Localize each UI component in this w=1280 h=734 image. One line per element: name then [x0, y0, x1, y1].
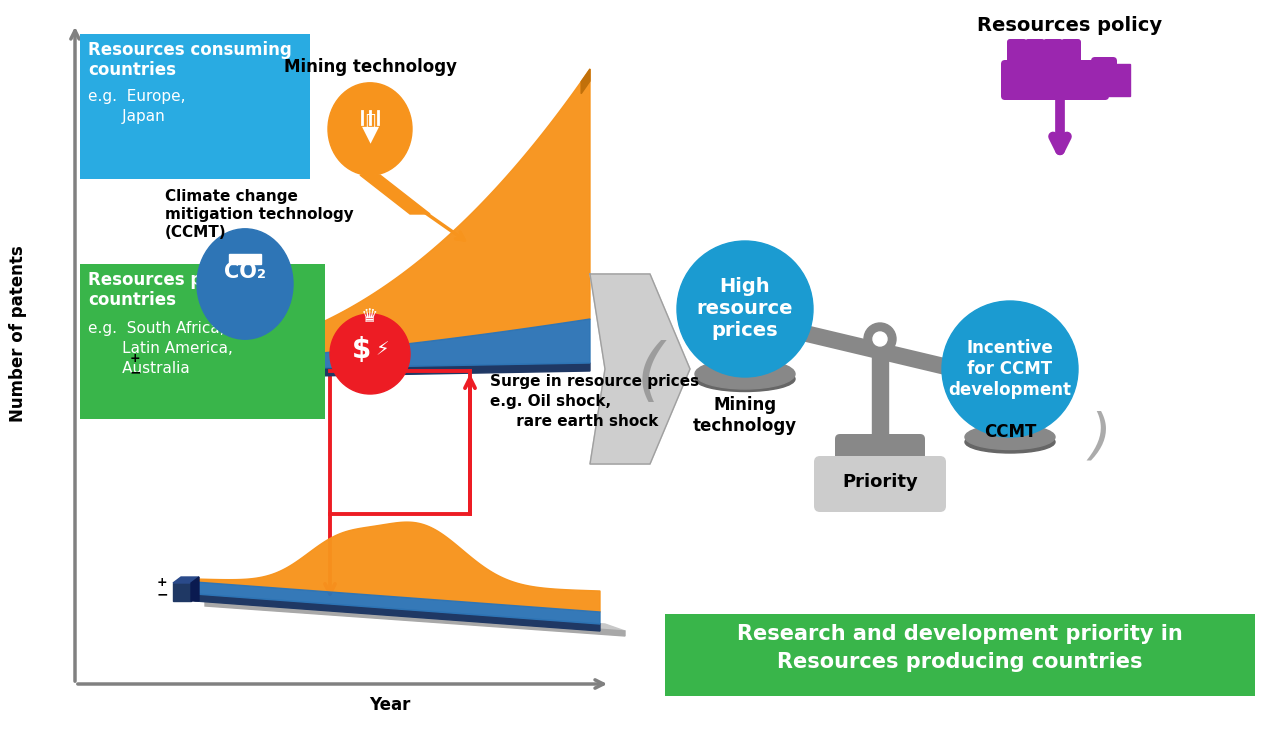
Circle shape [677, 241, 813, 377]
Text: Priority: Priority [842, 473, 918, 491]
Text: countries: countries [88, 61, 177, 79]
Text: Year: Year [370, 696, 411, 714]
Text: Incentive
for CCMT
development: Incentive for CCMT development [948, 339, 1071, 399]
Text: e.g.  South Africa,: e.g. South Africa, [88, 321, 224, 336]
Text: e.g. Oil shock,: e.g. Oil shock, [490, 394, 611, 409]
Circle shape [873, 332, 887, 346]
Polygon shape [143, 361, 161, 379]
Polygon shape [229, 254, 261, 264]
Circle shape [942, 301, 1078, 437]
Polygon shape [195, 594, 600, 631]
Ellipse shape [197, 229, 293, 339]
Polygon shape [590, 274, 690, 464]
Polygon shape [143, 355, 169, 361]
FancyBboxPatch shape [1007, 39, 1027, 67]
Polygon shape [150, 363, 590, 379]
Polygon shape [840, 444, 920, 469]
Text: −: − [156, 587, 168, 601]
Polygon shape [195, 522, 600, 612]
Text: CO₂: CO₂ [224, 262, 266, 282]
Text: Japan: Japan [88, 109, 165, 124]
Ellipse shape [695, 359, 795, 389]
Polygon shape [205, 601, 625, 636]
Text: ): ) [1089, 410, 1111, 463]
Text: e.g.  Europe,: e.g. Europe, [88, 89, 186, 104]
FancyBboxPatch shape [835, 434, 925, 484]
Text: ▼: ▼ [361, 124, 379, 144]
FancyBboxPatch shape [1043, 39, 1062, 67]
Polygon shape [173, 577, 198, 583]
Polygon shape [872, 349, 888, 444]
FancyBboxPatch shape [79, 34, 310, 179]
Text: Resources consuming: Resources consuming [88, 41, 292, 59]
Polygon shape [1094, 64, 1130, 96]
Text: Climate change: Climate change [165, 189, 298, 204]
Polygon shape [161, 355, 169, 379]
FancyBboxPatch shape [79, 264, 325, 419]
Text: Australia: Australia [88, 361, 189, 376]
Text: ⬛: ⬛ [365, 112, 375, 130]
Text: ⚡: ⚡ [375, 341, 389, 360]
Text: Research and development priority in: Research and development priority in [737, 624, 1183, 644]
Polygon shape [360, 175, 430, 214]
Circle shape [330, 314, 410, 394]
Text: Surge in resource prices: Surge in resource prices [490, 374, 699, 389]
FancyBboxPatch shape [666, 614, 1254, 696]
Polygon shape [195, 582, 600, 624]
Text: CCMT: CCMT [984, 423, 1037, 441]
Text: Resources producing countries: Resources producing countries [777, 652, 1143, 672]
Text: countries: countries [88, 291, 177, 309]
Text: (CCMT): (CCMT) [165, 225, 227, 240]
Polygon shape [150, 319, 590, 371]
FancyBboxPatch shape [1091, 57, 1117, 93]
FancyBboxPatch shape [814, 456, 946, 512]
Text: +: + [156, 575, 168, 589]
Text: Resources producing: Resources producing [88, 271, 284, 289]
Text: Mining technology: Mining technology [283, 58, 457, 76]
Text: Latin America,: Latin America, [88, 341, 233, 356]
Text: −: − [129, 365, 141, 379]
Text: Mining
technology: Mining technology [692, 396, 797, 435]
Text: Resources policy: Resources policy [978, 16, 1162, 35]
Text: Number of patents: Number of patents [9, 246, 27, 422]
Ellipse shape [965, 431, 1055, 453]
Polygon shape [143, 379, 169, 383]
Text: ♛: ♛ [361, 307, 379, 325]
Text: High
resource
prices: High resource prices [696, 277, 794, 341]
Polygon shape [581, 69, 590, 94]
Text: (: ( [636, 341, 663, 407]
Text: mitigation technology: mitigation technology [165, 207, 353, 222]
Ellipse shape [965, 424, 1055, 449]
Ellipse shape [328, 83, 412, 175]
Text: rare earth shock: rare earth shock [490, 414, 658, 429]
FancyBboxPatch shape [1001, 60, 1108, 100]
Polygon shape [150, 69, 590, 364]
Text: +: + [129, 352, 141, 366]
Polygon shape [191, 577, 198, 601]
Text: $: $ [352, 336, 371, 364]
Polygon shape [186, 594, 625, 631]
FancyBboxPatch shape [1025, 39, 1044, 67]
FancyBboxPatch shape [1061, 39, 1082, 67]
Circle shape [864, 323, 896, 355]
Polygon shape [173, 583, 191, 601]
Ellipse shape [695, 366, 795, 391]
